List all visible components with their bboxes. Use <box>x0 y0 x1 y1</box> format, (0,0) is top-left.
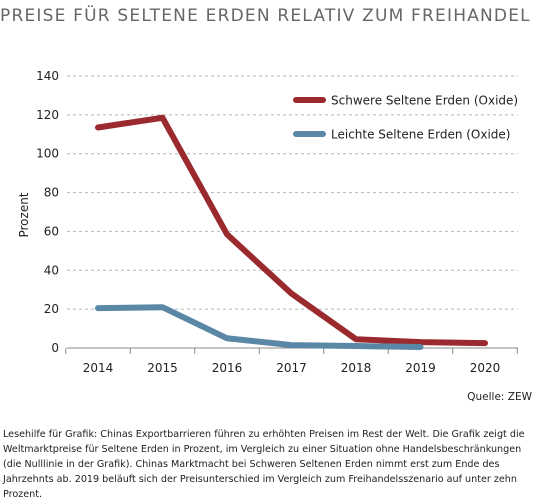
y-tick-label: 80 <box>44 186 59 200</box>
legend-label: Schwere Seltene Erden (Oxide) <box>331 94 518 108</box>
y-tick-label: 120 <box>36 108 59 122</box>
legend-label: Leichte Seltene Erden (Oxide) <box>331 128 511 142</box>
x-tick-label: 2020 <box>470 361 501 375</box>
axes <box>65 347 518 354</box>
y-tick-label: 20 <box>44 302 59 316</box>
legend: Schwere Seltene Erden (Oxide) Leichte Sel… <box>293 94 518 142</box>
y-tick-label: 140 <box>36 69 59 83</box>
series-line-schwere <box>95 114 488 347</box>
series-line-leichte <box>95 304 424 351</box>
caption-text: Lesehilfe für Grafik: Chinas Exportbarri… <box>3 429 525 500</box>
x-tick-label: 2017 <box>276 361 307 375</box>
y-tick-label: 40 <box>44 263 59 277</box>
x-tick-labels: 2014 2015 2016 2017 2018 2019 2020 <box>83 361 501 375</box>
y-tick-label: 0 <box>51 341 59 355</box>
x-tick-label: 2016 <box>212 361 243 375</box>
chart-title: PREISE FÜR SELTENE ERDEN RELATIV ZUM FRE… <box>0 6 531 26</box>
y-tick-label: 60 <box>44 224 59 238</box>
x-tick-label: 2018 <box>341 361 372 375</box>
x-tick-label: 2019 <box>405 361 436 375</box>
y-axis-label: Prozent <box>17 192 31 237</box>
y-tick-label: 100 <box>36 147 59 161</box>
gridlines <box>67 75 518 310</box>
x-tick-label: 2014 <box>83 361 114 375</box>
source-note: Quelle: ZEW <box>467 391 532 403</box>
series-lines <box>95 114 488 351</box>
x-tick-label: 2015 <box>147 361 178 375</box>
y-tick-labels: 0 20 40 60 80 100 120 140 <box>36 69 59 355</box>
